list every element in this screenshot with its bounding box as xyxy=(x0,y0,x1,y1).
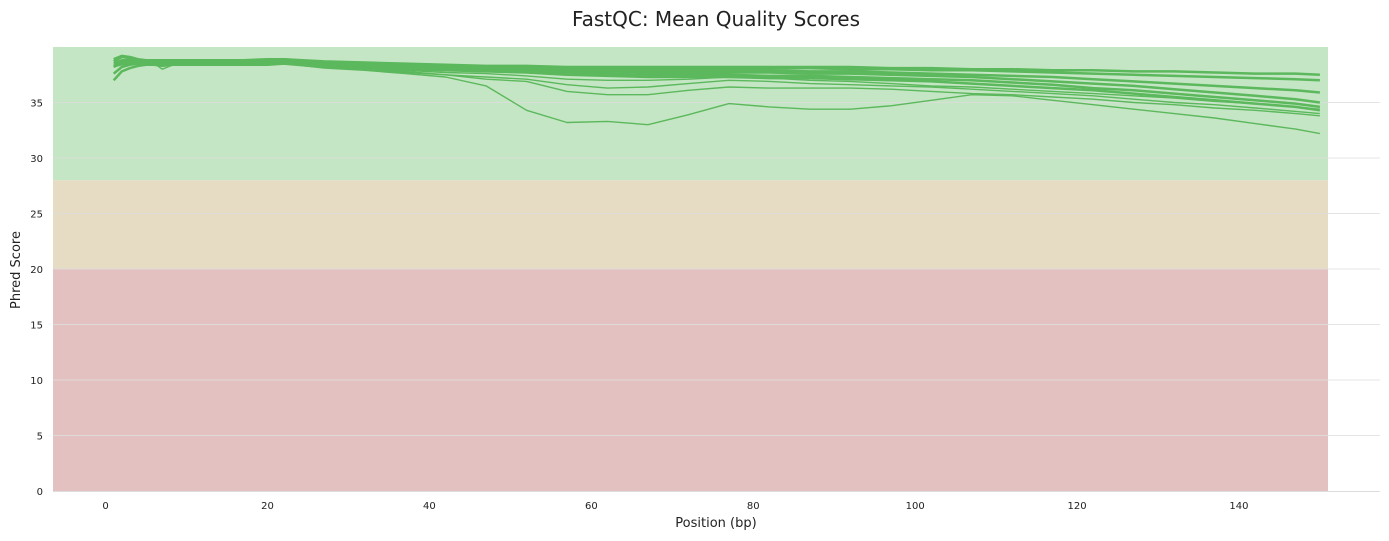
y-tick-label: 5 xyxy=(37,432,43,443)
x-axis-label: Position (bp) xyxy=(675,516,756,531)
series-line xyxy=(113,62,1321,135)
series-line xyxy=(113,60,1320,110)
y-tick-label: 10 xyxy=(30,376,43,387)
x-tick-label: 40 xyxy=(423,501,436,512)
x-tick-label: 60 xyxy=(585,501,598,512)
series-line xyxy=(113,61,1320,117)
y-tick-label: 25 xyxy=(30,210,43,221)
grid-lines xyxy=(53,102,1380,436)
y-axis-label: Phred Score xyxy=(9,231,24,309)
chart-title: FastQC: Mean Quality Scores xyxy=(572,7,860,31)
y-axis-ticks: 0 5 10 15 20 25 30 35 xyxy=(30,99,43,499)
x-tick-label: 100 xyxy=(906,501,925,512)
series-lines xyxy=(112,54,1321,135)
series-line xyxy=(112,62,1321,112)
x-tick-label: 140 xyxy=(1229,501,1248,512)
y-tick-label: 20 xyxy=(30,265,43,276)
y-tick-label: 35 xyxy=(30,99,43,110)
x-axis-ticks: 0 20 40 60 80 100 120 140 xyxy=(102,501,1248,512)
x-tick-label: 0 xyxy=(102,501,108,512)
x-tick-label: 120 xyxy=(1068,501,1087,512)
x-tick-label: 80 xyxy=(747,501,760,512)
y-tick-label: 0 xyxy=(37,487,43,498)
y-tick-label: 15 xyxy=(30,321,43,332)
x-tick-label: 20 xyxy=(261,501,274,512)
y-tick-label: 30 xyxy=(30,154,43,165)
reasonable-quality-band xyxy=(53,180,1328,269)
